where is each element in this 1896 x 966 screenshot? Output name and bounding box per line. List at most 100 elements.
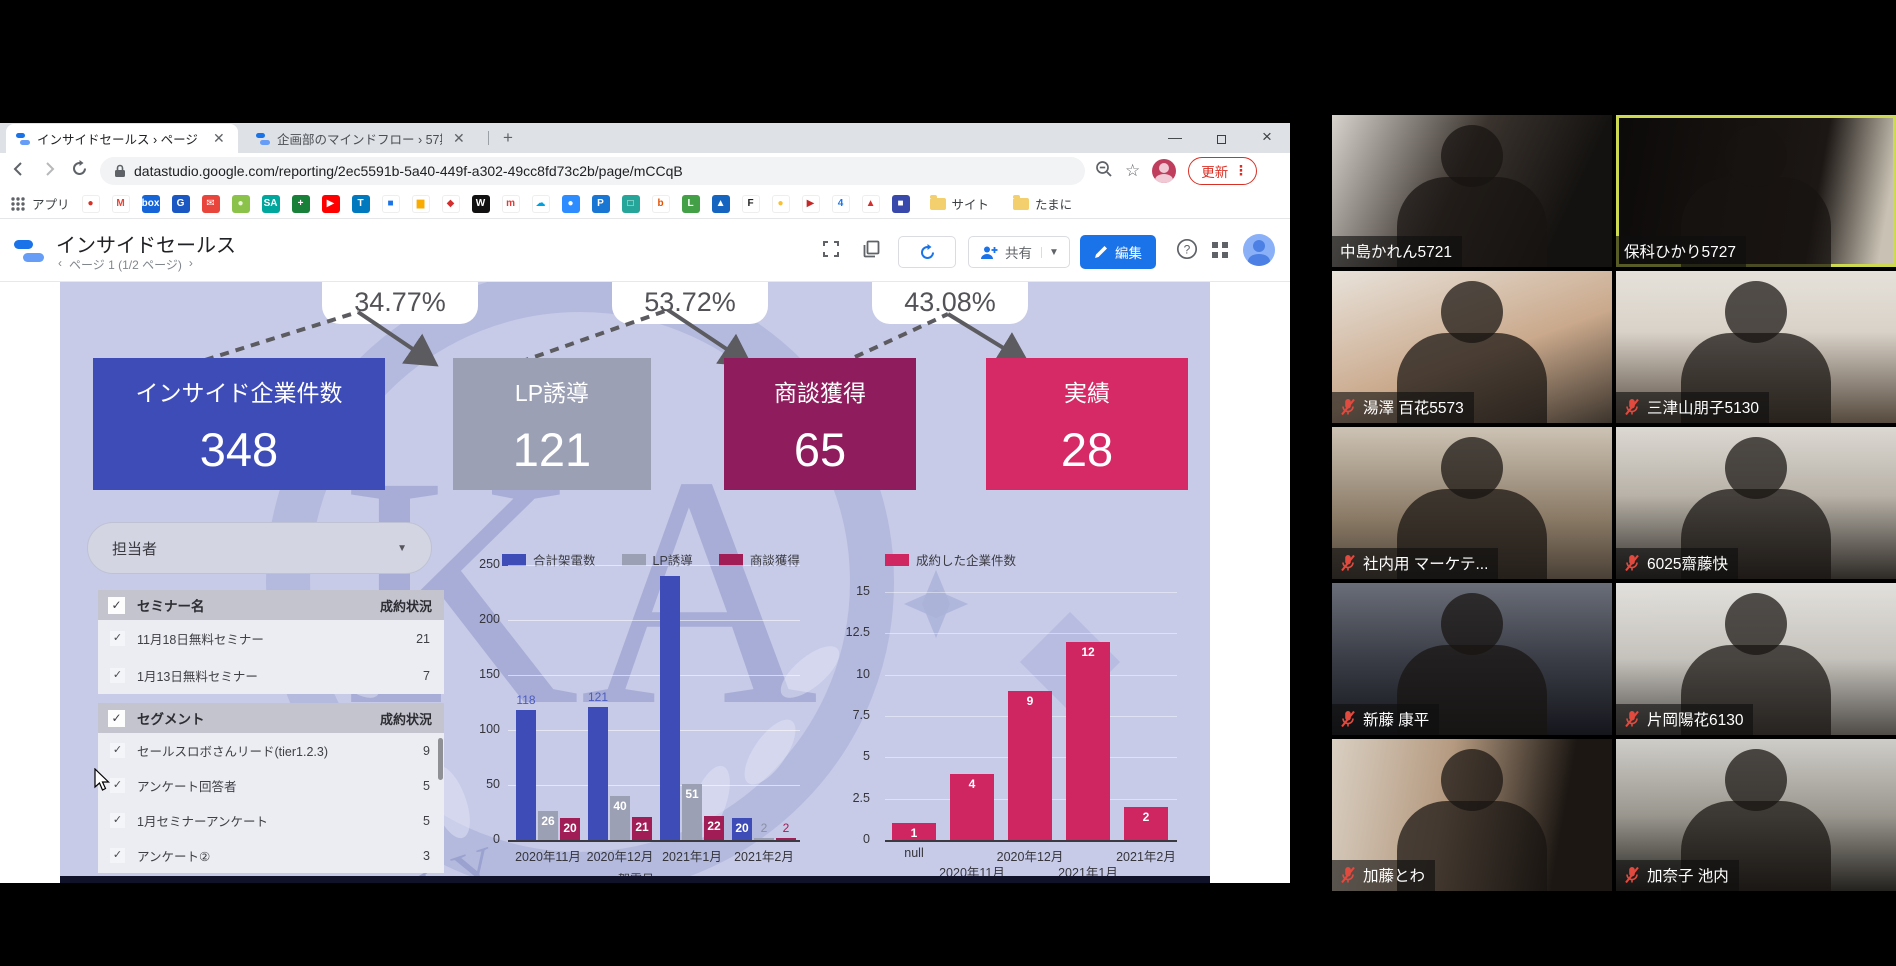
filter-row[interactable]: ✓ 1月セミナーアンケート 5 xyxy=(98,803,444,838)
share-button[interactable]: 共有 ▼ xyxy=(968,236,1070,268)
bookmark-favicon[interactable]: ▲ xyxy=(861,194,880,213)
video-tile[interactable]: 加奈子 池内 xyxy=(1616,739,1896,891)
mic-muted-icon xyxy=(1625,710,1639,728)
filter-row[interactable]: ✓ アンケート回答者 5 xyxy=(98,768,444,803)
video-tile[interactable]: 保科ひかり5727 xyxy=(1616,115,1896,267)
x-axis-label: 2021年1月 xyxy=(662,850,722,864)
video-tile[interactable]: 三津山朋子5130 xyxy=(1616,271,1896,423)
filter-row[interactable]: ✓ 11月18日無料セミナー 21 xyxy=(98,620,444,657)
share-caret-icon[interactable]: ▼ xyxy=(1041,246,1059,258)
mic-muted-icon xyxy=(1341,554,1355,572)
video-tile[interactable]: 加藤とわ xyxy=(1332,739,1612,891)
checkbox-checked-icon[interactable]: ✓ xyxy=(110,743,125,758)
video-tile[interactable]: 中島かれん5721 xyxy=(1332,115,1612,267)
bookmark-favicon[interactable]: □ xyxy=(621,194,640,213)
copy-pages-icon[interactable] xyxy=(862,240,880,263)
bookmark-favicon[interactable]: ◆ xyxy=(441,194,460,213)
reload-icon[interactable] xyxy=(64,160,94,182)
chrome-update-button[interactable]: 更新 ⋮ xyxy=(1188,157,1257,185)
bookmark-favicon[interactable]: ☁ xyxy=(531,194,550,213)
checkbox-checked-icon[interactable]: ✓ xyxy=(110,631,125,646)
filter-row[interactable]: ✓ アンケート② 3 xyxy=(98,838,444,873)
minimize-button[interactable]: — xyxy=(1168,129,1182,145)
page-info[interactable]: ページ 1 (1/2 ページ) xyxy=(69,258,182,272)
bookmark-favicon[interactable]: ▆ xyxy=(411,194,430,213)
staff-filter-dropdown[interactable]: 担当者 ▼ xyxy=(87,522,432,574)
bar-value-label: 121 xyxy=(587,689,609,704)
bookmark-favicon[interactable]: ● xyxy=(561,194,580,213)
next-page-icon[interactable]: › xyxy=(188,256,193,270)
bookmark-favicon[interactable]: ✉ xyxy=(201,194,220,213)
bookmark-favicon[interactable]: T xyxy=(351,194,370,213)
bookmark-favicon[interactable]: ● xyxy=(231,194,250,213)
bookmark-favicon[interactable]: ■ xyxy=(381,194,400,213)
bookmark-favicon[interactable]: P xyxy=(591,194,610,213)
edit-button[interactable]: 編集 xyxy=(1080,235,1156,269)
bookmark-favicon[interactable]: G xyxy=(171,194,190,213)
tab-close-icon[interactable]: ✕ xyxy=(453,130,465,146)
bookmark-favicon[interactable]: b xyxy=(651,194,670,213)
staff-filter-label: 担当者 xyxy=(112,540,158,558)
bookmark-favicon[interactable]: + xyxy=(291,194,310,213)
refresh-data-button[interactable] xyxy=(898,236,956,268)
bookmark-favicon[interactable]: M xyxy=(111,194,130,213)
bookmark-folder-site[interactable]: サイト xyxy=(929,194,989,213)
new-tab-button[interactable]: + xyxy=(503,128,513,147)
legend-item: 合計架電数 xyxy=(502,550,596,569)
checkbox-checked-icon[interactable]: ✓ xyxy=(110,848,125,863)
profile-avatar[interactable] xyxy=(1243,234,1275,266)
filter-table-header: ✓ セグメント 成約状況 xyxy=(98,703,444,733)
bookmark-favicon[interactable]: box xyxy=(141,194,160,213)
bookmark-favicon[interactable]: SA xyxy=(261,194,280,213)
checkbox-checked-icon[interactable]: ✓ xyxy=(110,778,125,793)
browser-profile-avatar[interactable] xyxy=(1152,159,1177,183)
bookmark-favicon[interactable]: W xyxy=(471,194,490,213)
back-icon[interactable] xyxy=(4,160,34,183)
video-tile[interactable]: 6025齋藤快 xyxy=(1616,427,1896,579)
x-axis-line xyxy=(885,840,1177,842)
filter-row[interactable]: ✓ セールスロボさんリード(tier1.2.3) 9 xyxy=(98,733,444,768)
bookmark-favicon[interactable]: ▶ xyxy=(801,194,820,213)
bookmark-favicon[interactable]: ■ xyxy=(891,194,910,213)
bookmark-favicon[interactable]: F xyxy=(741,194,760,213)
bookmark-favicon[interactable]: ● xyxy=(771,194,790,213)
checkbox-checked-icon[interactable]: ✓ xyxy=(110,813,125,828)
bookmark-favicon[interactable]: L xyxy=(681,194,700,213)
bar-成約した企業件数 xyxy=(1008,691,1052,840)
tab-mindflow[interactable]: 企画部のマインドフロー › 57期下期 ✕ xyxy=(246,124,482,153)
fullscreen-icon[interactable] xyxy=(822,240,840,263)
bookmark-folder-tamani[interactable]: たまに xyxy=(1013,194,1072,213)
forward-icon[interactable] xyxy=(34,160,64,183)
bookmark-star-icon[interactable]: ☆ xyxy=(1125,161,1141,180)
kpi-label: 商談獲得 xyxy=(774,380,866,406)
folder-label: たまに xyxy=(1035,198,1073,212)
bookmark-favicon[interactable]: 4 xyxy=(831,194,850,213)
menu-kebab-icon[interactable]: ⋮ xyxy=(1234,163,1248,178)
bookmark-favicon[interactable]: ● xyxy=(81,194,100,213)
apps-grid-icon[interactable] xyxy=(1212,242,1228,258)
prev-page-icon[interactable]: ‹ xyxy=(58,256,62,270)
close-button[interactable]: × xyxy=(1262,127,1272,146)
video-tile[interactable]: 湯澤 百花5573 xyxy=(1332,271,1612,423)
tab-inside-sales[interactable]: インサイドセールス › ページ 1 ✕ xyxy=(6,124,238,153)
tab-close-icon[interactable]: ✕ xyxy=(213,130,225,146)
bookmark-favicon[interactable]: ▶ xyxy=(321,194,340,213)
participant-nameplate: 加奈子 池内 xyxy=(1616,860,1739,891)
apps-label[interactable]: アプリ xyxy=(32,198,70,212)
zoom-out-icon[interactable] xyxy=(1095,160,1113,183)
checkbox-checked-icon[interactable]: ✓ xyxy=(108,596,125,614)
video-tile[interactable]: 社内用 マーケテ... xyxy=(1332,427,1612,579)
filter-row[interactable]: ✓ 1月13日無料セミナー 7 xyxy=(98,657,444,694)
checkbox-checked-icon[interactable]: ✓ xyxy=(110,668,125,683)
apps-grid-icon[interactable] xyxy=(10,196,26,212)
help-icon[interactable]: ? xyxy=(1176,238,1198,265)
restore-button[interactable] xyxy=(1198,123,1244,151)
datastudio-favicon xyxy=(256,132,270,146)
bookmark-favicon[interactable]: m xyxy=(501,194,520,213)
segment-scrollbar[interactable] xyxy=(438,738,443,780)
video-tile[interactable]: 新藤 康平 xyxy=(1332,583,1612,735)
checkbox-checked-icon[interactable]: ✓ xyxy=(108,709,125,727)
video-tile[interactable]: 片岡陽花6130 xyxy=(1616,583,1896,735)
bookmark-favicon[interactable]: ▲ xyxy=(711,194,730,213)
address-bar[interactable]: datastudio.google.com/reporting/2ec5591b… xyxy=(100,157,1085,185)
